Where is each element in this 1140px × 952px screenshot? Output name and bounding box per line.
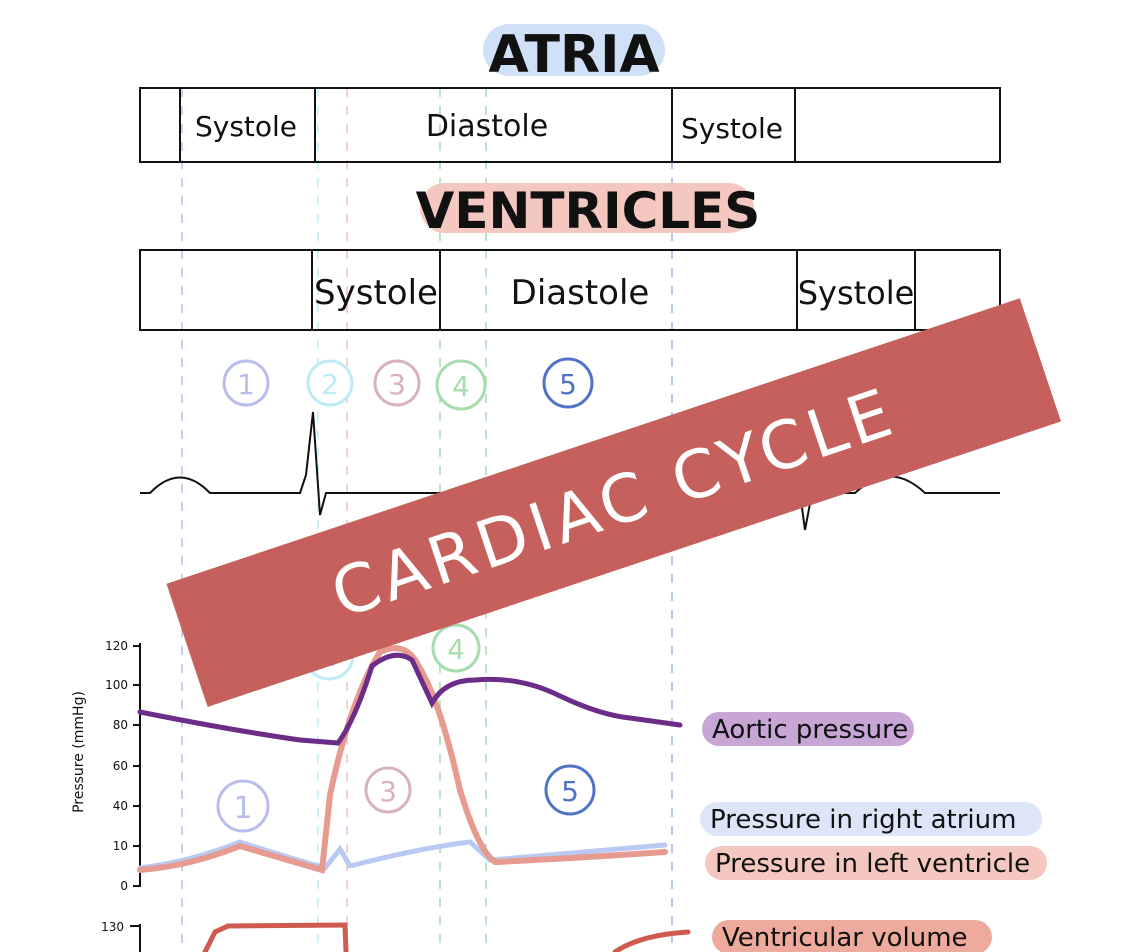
phase-1-number: 1 [237,368,255,401]
ventricular-volume-curve [202,922,691,952]
ventricles-section: VENTRICLES Systole Diastole Systole [139,182,1001,331]
atria-title: ATRIA [488,25,659,85]
left-ventricle-pressure-curve [137,645,668,874]
y-tick-label: 40 [113,799,128,813]
phase-3-circle [364,766,412,814]
legend: Aortic pressure Pressure in right atrium… [700,712,1047,952]
y-tick-label: 120 [105,639,128,653]
atria-systole-label: Systole [195,110,297,143]
aortic-pressure-curve [137,652,683,746]
ventricles-title: VENTRICLES [416,182,761,240]
ventricles-systole-label: Systole [798,274,915,312]
banner-background [166,298,1062,708]
y-tick-label: 60 [113,759,128,773]
phase-3-number: 3 [388,368,406,401]
legend-right-atrium-highlight [700,802,1042,836]
legend-volume-highlight [712,920,992,952]
phase-1-circle [216,779,270,833]
y-tick-label: 0 [120,879,128,893]
legend-aortic-label: Aortic pressure [712,715,908,745]
legend-volume-label: Ventricular volume [722,923,968,952]
phase-4-number: 4 [452,370,470,403]
pressure-graph: 120 100 80 60 40 10 0 Pressure (mmHg) 13… [71,623,1047,952]
phase-3-circle [373,359,421,407]
phase-markers-top: 1 2 3 4 5 [222,357,594,411]
legend-right-atrium-label: Pressure in right atrium [710,805,1016,835]
y-ticks [133,645,141,887]
y-tick-label: 10 [113,839,128,853]
y-axis-label: Pressure (mmHg) [71,691,87,813]
legend-left-ventricle-highlight [705,846,1047,880]
phase-4-number: 4 [447,633,465,666]
phase-4-circle [431,623,481,673]
legend-aortic-highlight [702,712,914,746]
atria-diastole-label: Diastole [426,109,548,144]
y-tick-label: 100 [105,678,128,692]
phase-2-number: 2 [321,368,339,401]
atria-systole-label: Systole [681,112,783,145]
y-tick-label: 80 [113,718,128,732]
ventricles-bar [139,249,1001,331]
legend-left-ventricle-label: Pressure in left ventricle [715,849,1030,879]
phase-4-circle [435,359,487,411]
phase-1-number: 1 [233,791,252,826]
phase-5-number: 5 [559,368,577,401]
ventricles-title-highlight [420,183,754,233]
phase-5-number: 5 [561,775,579,808]
ventricles-systole-label: Systole [314,273,438,313]
phase-3-number: 3 [379,775,397,808]
right-atrium-pressure-curve [137,839,668,871]
phase-1-circle [222,359,270,407]
atria-section: ATRIA Systole Diastole Systole [139,24,1001,163]
atria-title-highlight [483,24,665,76]
ventricles-diastole-label: Diastole [511,273,650,313]
y-tick-labels: 120 100 80 60 40 10 0 [105,639,128,893]
volume-tick-label: 130 [101,920,124,934]
phase-2-circle [306,359,354,407]
atria-bar [139,87,1001,163]
phase-5-circle [544,764,596,816]
phase-5-circle [542,357,594,409]
